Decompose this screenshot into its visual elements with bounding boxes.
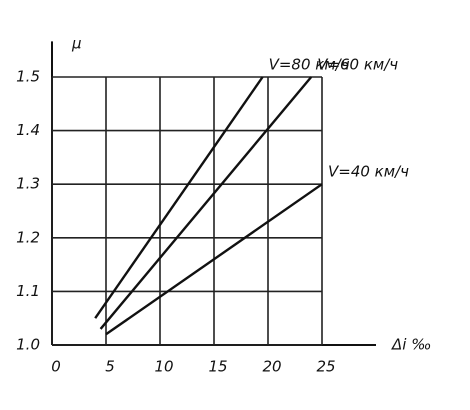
- x-tick-label: 15: [208, 358, 227, 376]
- x-tick-label: 20: [262, 358, 281, 376]
- y-tick-label: 1.2: [16, 228, 40, 246]
- y-tick-label: 1.3: [16, 175, 40, 193]
- y-tick-label: 1.1: [16, 282, 40, 300]
- x-tick-label: 5: [105, 358, 115, 376]
- series-line: [105, 183, 323, 336]
- series-line: [94, 76, 264, 319]
- x-tick-label: 0: [51, 358, 61, 376]
- x-axis-label: Δi ‰: [391, 336, 431, 354]
- series-label: V=60 км/ч: [317, 56, 398, 74]
- x-tick-label: 10: [154, 358, 173, 376]
- y-tick-label: 1.5: [16, 68, 40, 86]
- x-tick-label: 25: [316, 358, 335, 376]
- series-label: V=40 км/ч: [328, 163, 409, 181]
- y-tick-label: 1.0: [16, 336, 40, 354]
- series-label: V=80 км/ч: [269, 56, 350, 74]
- y-tick-label: 1.4: [16, 121, 40, 139]
- y-axis-label: μ: [71, 35, 82, 53]
- series-line: [99, 76, 313, 330]
